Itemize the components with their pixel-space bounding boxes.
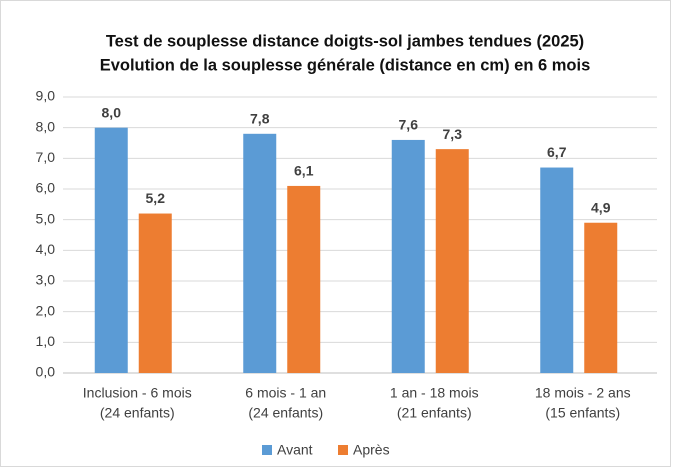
- x-tick-label: (15 enfants): [545, 405, 620, 421]
- value-label: 6,7: [547, 144, 567, 160]
- bar: [435, 149, 469, 373]
- x-tick-label: (24 enfants): [248, 405, 323, 421]
- value-label: 7,8: [250, 111, 270, 127]
- y-tick-label: 7,0: [36, 149, 56, 165]
- y-tick-label: 0,0: [36, 364, 56, 380]
- legend-swatch: [338, 445, 348, 455]
- legend-label: Avant: [277, 442, 313, 458]
- y-tick-label: 1,0: [36, 333, 56, 349]
- y-tick-label: 2,0: [36, 302, 56, 318]
- bar: [94, 127, 128, 374]
- y-tick-label: 5,0: [36, 210, 56, 226]
- legend-swatch: [262, 445, 272, 455]
- y-tick-label: 3,0: [36, 272, 56, 288]
- value-label: 4,9: [591, 199, 611, 215]
- x-tick-label: 18 mois - 2 ans: [535, 385, 631, 401]
- value-label: 5,2: [146, 190, 166, 206]
- x-tick-label: 6 mois - 1 an: [245, 385, 326, 401]
- y-tick-label: 9,0: [36, 88, 56, 104]
- legend-label: Après: [353, 442, 390, 458]
- bar: [540, 167, 574, 373]
- chart-title: Test de souplesse distance doigts-sol ja…: [106, 32, 584, 50]
- value-label: 8,0: [102, 104, 122, 120]
- x-tick-label: 1 an - 18 mois: [390, 385, 479, 401]
- bar: [584, 222, 618, 373]
- bar: [391, 139, 425, 373]
- chart-subtitle: Evolution de la souplesse générale (dist…: [100, 56, 591, 74]
- bar: [287, 185, 321, 373]
- x-tick-label: Inclusion - 6 mois: [83, 385, 192, 401]
- value-label: 7,3: [443, 126, 463, 142]
- value-label: 6,1: [294, 163, 314, 179]
- bar: [138, 213, 172, 373]
- y-tick-label: 6,0: [36, 180, 56, 196]
- x-tick-label: (24 enfants): [100, 405, 175, 421]
- bar: [243, 133, 277, 373]
- x-tick-label: (21 enfants): [397, 405, 472, 421]
- y-tick-label: 4,0: [36, 241, 56, 257]
- value-label: 7,6: [399, 117, 419, 133]
- y-tick-label: 8,0: [36, 118, 56, 134]
